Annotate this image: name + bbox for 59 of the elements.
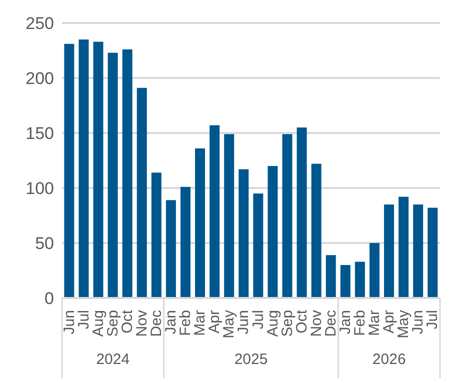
bar [238, 169, 249, 298]
bar [108, 52, 118, 298]
x-tick-label: Nov [133, 310, 150, 337]
bar [268, 166, 278, 298]
bar [195, 148, 206, 298]
y-tick-label: 50 [35, 234, 54, 254]
bar [369, 243, 380, 298]
bar [151, 172, 162, 298]
bar [384, 204, 394, 298]
bar [326, 255, 336, 298]
x-tick-label: Jul [75, 310, 92, 330]
x-tick-label: Jun [410, 310, 427, 334]
x-tick-label: Apr [380, 310, 398, 334]
x-tick-label: Jan [337, 310, 354, 334]
x-tick-label: Nov [308, 310, 325, 337]
bar [282, 134, 292, 298]
bar [78, 40, 89, 298]
bar [210, 125, 220, 298]
text: 2025 [234, 351, 268, 368]
y-tick-label: 150 [26, 124, 54, 144]
x-tick-label: Mar [192, 310, 209, 336]
x-tick-label: Jun [235, 310, 252, 334]
x-tick-label: Aug [90, 310, 107, 337]
bar [296, 128, 307, 298]
x-tick-label: Mar [366, 310, 384, 336]
x-tick-label: Jan [162, 310, 180, 334]
x-tick-label: May [395, 310, 412, 338]
text: 2026 [372, 351, 406, 368]
y-tick-label: 0 [44, 289, 54, 308]
bar [122, 49, 132, 298]
y-tick-label: 250 [26, 14, 54, 34]
bar [340, 265, 350, 298]
bar [428, 208, 438, 298]
x-tick-label: Dec [322, 310, 340, 337]
bar [64, 44, 74, 298]
x-tick-label: Feb [352, 310, 369, 336]
x-tick-label: Jul [250, 310, 267, 330]
x-tick-label: Feb [177, 310, 194, 336]
x-tick-label: Apr [206, 310, 224, 334]
x-tick-label: Jul [424, 310, 442, 330]
bar [93, 42, 104, 298]
bar [311, 164, 322, 298]
bar [136, 88, 147, 298]
x-tick-label: May [220, 310, 238, 338]
text: 2024 [96, 351, 130, 368]
y-tick-label: 200 [26, 69, 54, 88]
bar [180, 186, 190, 298]
bar [413, 204, 424, 298]
x-tick-label: Oct [293, 309, 310, 334]
bar [398, 196, 409, 298]
x-tick-label: Oct [118, 309, 136, 334]
bar [354, 262, 365, 298]
x-tick-label: Dec [148, 310, 165, 337]
bar [166, 200, 176, 298]
x-tick-label: Jun [60, 310, 78, 334]
bar [224, 134, 234, 298]
y-tick-label: 100 [26, 179, 54, 198]
x-tick-label: Aug [264, 310, 282, 337]
bar [253, 194, 264, 298]
